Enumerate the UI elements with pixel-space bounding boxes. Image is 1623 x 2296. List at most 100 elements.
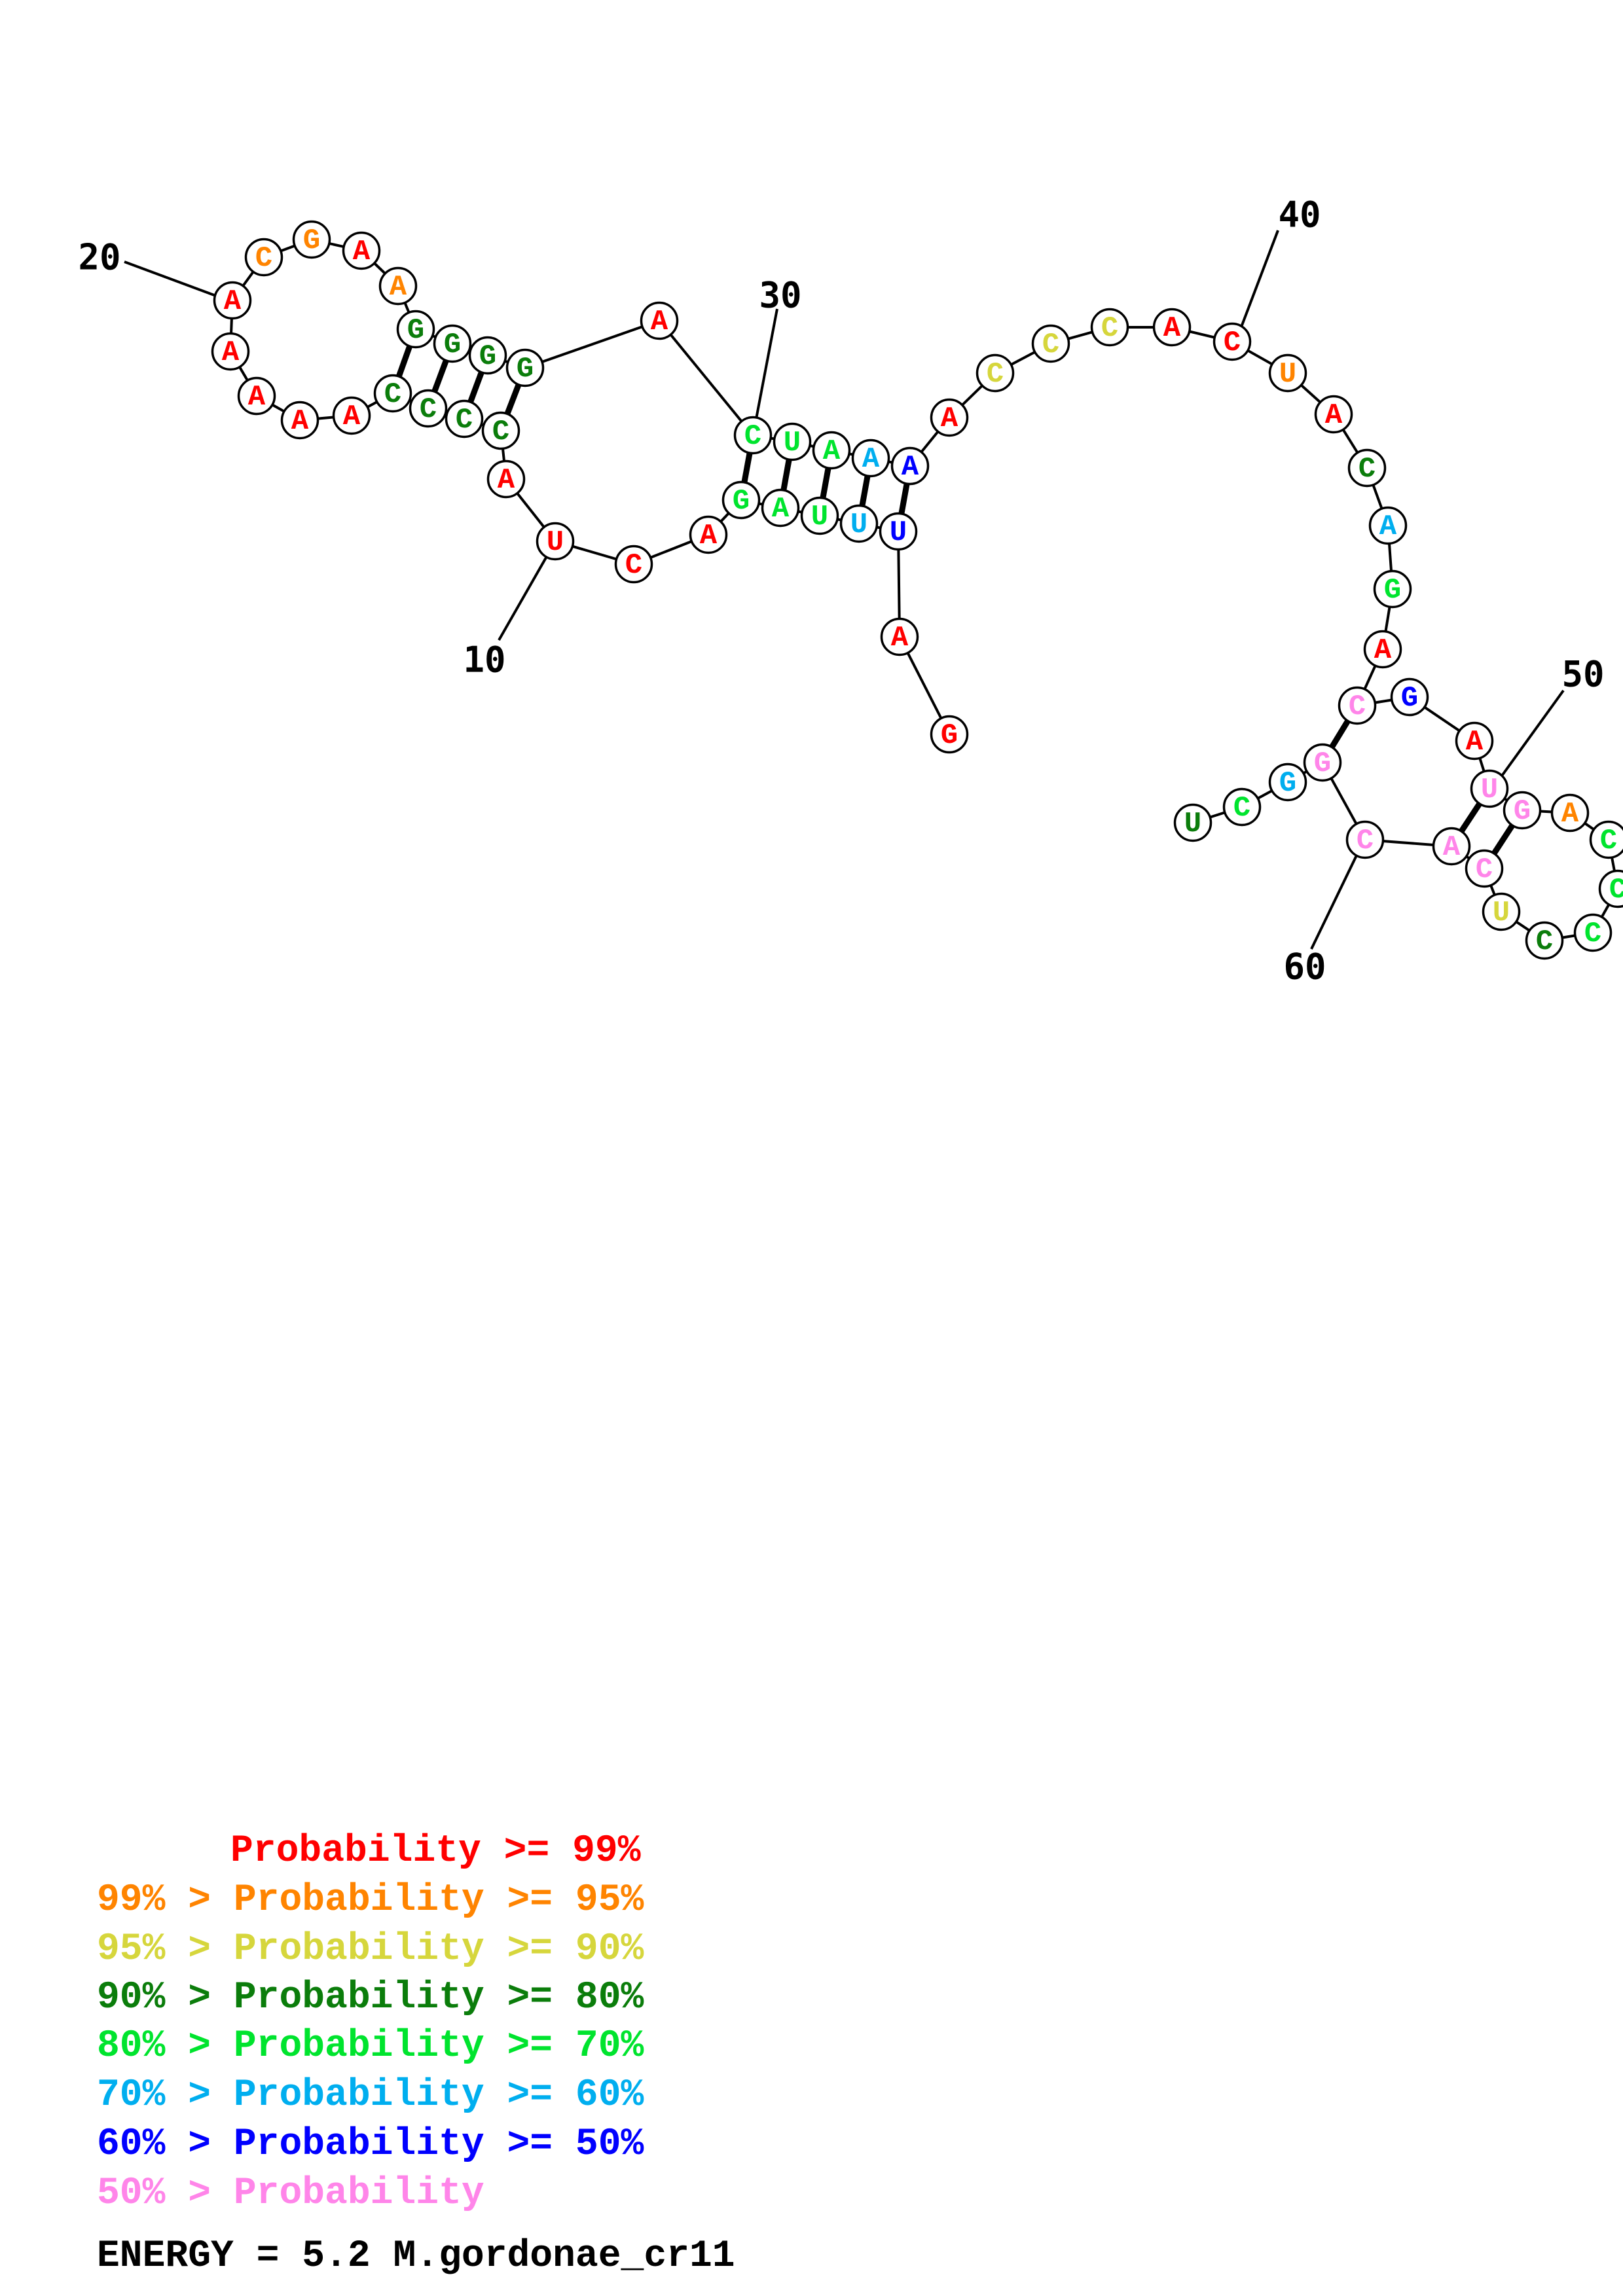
nucleotide-circle [213, 281, 252, 320]
nucleotide: C [1031, 324, 1070, 363]
nucleotide: C [1589, 820, 1623, 859]
nucleotide-circle [1303, 743, 1342, 782]
nucleotide-base-letter: U [1184, 808, 1201, 840]
nucleotide-circle [879, 512, 918, 551]
nucleotide-base-letter: A [1325, 399, 1343, 432]
legend-row: Probability >= 99% [230, 1830, 641, 1873]
nucleotide-circle [1173, 803, 1213, 842]
nucleotide-circle [1345, 820, 1385, 859]
nucleotide: A [930, 398, 969, 437]
nucleotide-base-letter: A [291, 405, 309, 438]
nucleotide: A [689, 515, 728, 554]
nucleotide-circle [1432, 827, 1471, 866]
legend-row: 99% > Probability >= 95% [97, 1879, 644, 1922]
nucleotide: U [1470, 769, 1509, 808]
nucleotide-circle [1268, 762, 1307, 802]
nucleotide-circle [1152, 308, 1192, 347]
nucleotide: C [1465, 849, 1504, 888]
nucleotide: C [1598, 869, 1623, 908]
nucleotide: C [1525, 921, 1564, 960]
nucleotide-circle [1347, 448, 1387, 488]
nucleotide: A [486, 459, 526, 499]
nucleotide-base-letter: G [733, 485, 750, 518]
nucleotide: C [445, 399, 484, 439]
nucleotide-base-letter: C [1357, 825, 1374, 857]
label-pointer-layer [124, 230, 1565, 950]
nucleotide-base-letter: C [1101, 312, 1118, 345]
nucleotide-base-letter: C [625, 549, 642, 582]
nucleotide-base-letter: A [902, 451, 919, 484]
nucleotide: U [1268, 353, 1307, 393]
nucleotide-circle [486, 459, 526, 499]
nucleotide-circle [433, 324, 472, 363]
nucleotide-base-letter: U [1493, 897, 1510, 929]
nucleotide-circle [409, 389, 448, 428]
nucleotide: A [880, 617, 919, 656]
nucleotide: C [373, 374, 412, 413]
nucleotide-circle [468, 336, 507, 375]
nucleotide: A [1152, 308, 1192, 347]
nucleotide: G [468, 336, 507, 375]
nucleotide-circle [1031, 324, 1070, 363]
nucleotide-base-letter: C [1476, 853, 1493, 886]
nucleotide-circle [880, 617, 919, 656]
nucleotide-circle [812, 431, 851, 470]
nucleotide: G [1303, 743, 1342, 782]
nucleotide-base-letter: G [1401, 682, 1418, 715]
nucleotide-circle [614, 545, 653, 584]
nucleotide-circle [373, 374, 412, 413]
nucleotide: U [839, 504, 879, 543]
nucleotide-base-letter: A [700, 520, 718, 552]
nucleotide-circle [721, 480, 761, 520]
nucleotide: C [733, 416, 773, 455]
nucleotide-base-letter: A [1163, 312, 1181, 345]
nucleotide: A [211, 332, 250, 371]
energy-title-text: ENERGY = 5.2 M.gordonae_cr11 [97, 2235, 735, 2278]
nucleotide-circle [1598, 869, 1623, 908]
nucleotide-circle [1363, 630, 1402, 669]
nucleotide: A [237, 376, 276, 416]
nucleotide-base-letter: A [651, 306, 668, 338]
nucleotide: G [1503, 791, 1542, 830]
nucleotide-circle [1213, 322, 1252, 361]
backbone-segment [658, 319, 754, 437]
legend-row: 95% > Probability >= 90% [97, 1928, 644, 1971]
nucleotide: A [1363, 630, 1402, 669]
nucleotide: G [721, 480, 761, 520]
position-label: 10 [463, 639, 505, 681]
legend-row: 80% > Probability >= 70% [97, 2025, 644, 2068]
nucleotide: A [332, 396, 371, 435]
nucleotide-circle [445, 399, 484, 439]
nucleotide-circle [1390, 677, 1429, 717]
nucleotide: G [930, 715, 969, 754]
nucleotide: A [812, 431, 851, 470]
nucleotide-base-letter: G [1314, 747, 1331, 780]
nucleotide-circle [1482, 892, 1521, 931]
nucleotide: C [1347, 448, 1387, 488]
position-label: 20 [78, 237, 120, 278]
nucleotide-base-letter: G [1384, 574, 1401, 607]
nucleotide-base-letter: C [987, 358, 1004, 391]
nucleotide-base-letter: G [303, 224, 320, 257]
nucleotide-circle [1470, 769, 1509, 808]
nucleotide-base-letter: G [1514, 795, 1531, 828]
nucleotide-base-letter: A [1379, 511, 1397, 543]
nucleotide-base-letter: C [1233, 792, 1250, 825]
nucleotide-circle [280, 401, 319, 440]
nucleotide: A [378, 266, 418, 306]
nucleotide: A [1455, 721, 1494, 761]
nucleotide-base-letter: G [941, 719, 958, 752]
nucleotide-base-letter: A [353, 236, 371, 268]
nucleotide-base-letter: C [384, 378, 401, 411]
nucleotide: C [1090, 308, 1129, 347]
nucleotide-circle [1222, 787, 1262, 827]
nucleotide-circle [800, 496, 839, 535]
nucleotide: C [614, 545, 653, 584]
nucleotide-base-letter: A [343, 401, 361, 433]
label-pointer-line [498, 552, 550, 641]
nucleotide-circle [536, 522, 575, 561]
nucleotide-circle [773, 422, 812, 461]
nucleotide-circle [890, 446, 930, 486]
position-label: 30 [759, 275, 801, 316]
